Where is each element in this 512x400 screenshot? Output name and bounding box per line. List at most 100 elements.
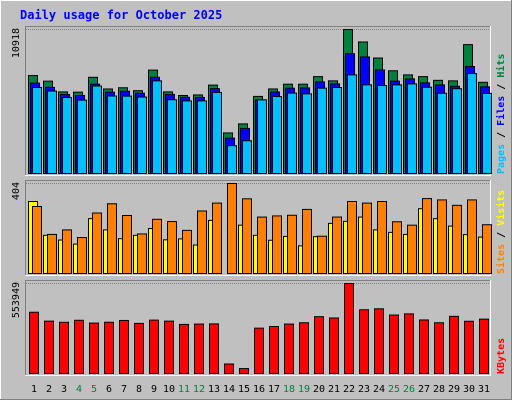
pages-bar [467,73,477,174]
x-tick-label: 23 [358,384,370,395]
x-tick-label: 6 [106,384,112,395]
x-tick-label: 14 [223,384,235,395]
sites-bar [152,218,162,275]
sites-bar [467,199,477,274]
legend-separator: / [496,126,507,144]
x-tick-label: 21 [328,384,340,395]
x-tick-label: 15 [238,384,250,395]
legend-item: Hits [495,54,507,78]
pages-bar [242,140,252,174]
y-max-label: 553949 [11,282,22,318]
sites-bar [302,208,312,275]
x-tick-label: 4 [76,384,82,395]
x-tick-label: 2 [46,384,52,395]
sites-bar [482,224,492,274]
x-tick-label: 10 [163,384,175,395]
kbytes-bar [179,323,189,375]
x-tick-label: 16 [253,384,265,395]
kbytes-bar [449,315,459,374]
x-tick-label: 11 [178,384,190,395]
kbytes-bar [329,317,339,374]
pages-bar [257,99,267,174]
sites-bar [212,202,222,274]
sites-bar [407,224,417,274]
kbytes-bar [224,363,234,374]
x-tick-label: 8 [136,384,142,395]
pages-bar [77,99,87,174]
kbytes-bar [404,313,414,374]
legend-kbytes: KBytes [496,338,507,374]
kbytes-bar [59,321,69,374]
sites-bar [272,215,282,274]
pages-bar [32,87,42,174]
pages-bar [287,92,297,174]
panel-visits-sites: 404 Sites / Visits [11,180,507,276]
sites-bar [437,199,447,274]
pages-bar [212,91,222,174]
sites-bar [92,212,102,275]
x-tick-label: 19 [298,384,310,395]
pages-bar [122,95,132,174]
pages-bar [407,83,417,174]
sites-bar [137,233,147,274]
kbytes-bar [134,322,144,375]
sites-bar [182,229,192,274]
sites-bar [242,198,252,274]
pages-bar [437,92,447,174]
sites-bar [287,214,297,275]
x-tick-label: 31 [478,384,490,395]
kbytes-bar [464,320,474,374]
pages-bar [62,96,72,174]
x-tick-label: 13 [208,384,220,395]
kbytes-bar [104,321,114,374]
pages-bar [347,74,357,174]
sites-bar [332,216,342,274]
x-tick-label: 17 [268,384,280,395]
x-tick-label: 28 [433,384,445,395]
kbytes-bar [254,327,264,375]
kbytes-bar [299,322,309,374]
legend-item: Pages [496,144,507,174]
x-tick-label: 27 [418,384,430,395]
pages-bar [227,145,237,174]
pages-bar [332,87,342,174]
kbytes-bar [374,308,384,374]
legend-item: Sites [495,244,507,274]
pages-bar [452,88,462,174]
legend-item: KBytes [496,338,507,374]
sites-bar [167,221,177,274]
sites-bar [62,229,72,274]
pages-bar [317,87,327,174]
sites-bar [362,202,372,274]
sites-bar [392,221,402,275]
pages-bar [197,100,207,174]
legend-item: Files [495,96,507,126]
kbytes-bar [434,322,444,374]
sites-bar [452,204,462,275]
kbytes-bar [344,283,354,374]
sites-bar [47,233,57,275]
pages-bar [392,84,402,174]
kbytes-bar [74,319,84,375]
sites-bar [257,216,267,274]
kbytes-bar [89,322,99,374]
pages-bar [272,96,282,174]
sites-bar [422,198,432,274]
x-tick-label: 20 [313,384,325,395]
x-tick-label: 1 [31,384,37,395]
pages-bar [482,92,492,174]
pages-bar [422,86,432,174]
kbytes-bar [359,309,369,375]
x-tick-label: 12 [193,384,205,395]
pages-bar [377,85,387,174]
chart-title: Daily usage for October 2025 [20,8,222,22]
sites-bar [317,235,327,274]
kbytes-bar [389,314,399,375]
legend-separator: / [496,78,507,96]
kbytes-bar [44,320,54,374]
panel-kbytes: 553949 KBytes [11,280,507,376]
kbytes-bar [239,368,249,374]
pages-bar [107,95,117,174]
pages-bar [182,100,192,174]
pages-bar [302,93,312,174]
